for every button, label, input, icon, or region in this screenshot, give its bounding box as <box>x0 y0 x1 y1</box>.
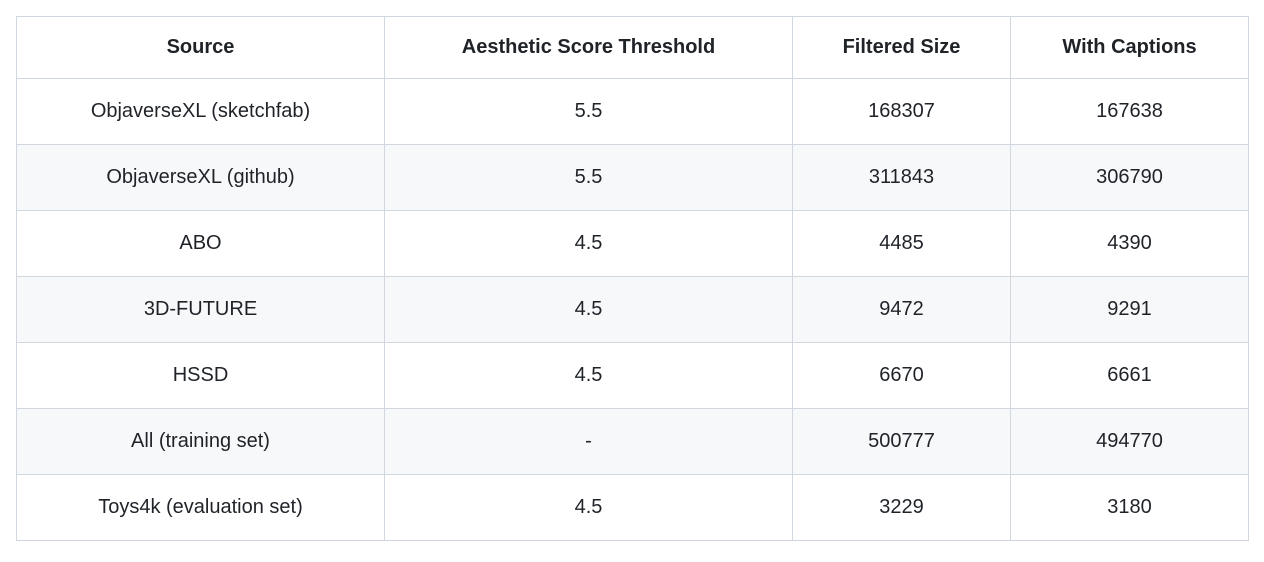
table-cell: 167638 <box>1010 78 1249 145</box>
table-row: HSSD 4.5 6670 6661 <box>16 342 1249 409</box>
table-cell: 9472 <box>792 276 1011 343</box>
table-cell: 306790 <box>1010 144 1249 211</box>
table-cell: 4390 <box>1010 210 1249 277</box>
column-header-source: Source <box>16 16 385 79</box>
table-row: ObjaverseXL (sketchfab) 5.5 168307 167638 <box>16 78 1249 145</box>
table-cell: HSSD <box>16 342 385 409</box>
table-cell: All (training set) <box>16 408 385 475</box>
table-cell: - <box>384 408 793 475</box>
table-row: ABO 4.5 4485 4390 <box>16 210 1249 277</box>
table-cell: 4485 <box>792 210 1011 277</box>
table-body: ObjaverseXL (sketchfab) 5.5 168307 167638 Ob… <box>16 78 1249 541</box>
table-cell: 494770 <box>1010 408 1249 475</box>
table-cell: ObjaverseXL (github) <box>16 144 385 211</box>
table-header: Source Aesthetic Score Threshold Filtere… <box>16 16 1249 79</box>
table-cell: 4.5 <box>384 210 793 277</box>
table-cell: Toys4k (evaluation set) <box>16 474 385 541</box>
table-cell: 5.5 <box>384 78 793 145</box>
table-row: ObjaverseXL (github) 5.5 311843 306790 <box>16 144 1249 211</box>
column-header-filtered-size: Filtered Size <box>792 16 1011 79</box>
table-cell: 3229 <box>792 474 1011 541</box>
table-cell: 4.5 <box>384 276 793 343</box>
table-cell: 5.5 <box>384 144 793 211</box>
table-row: 3D-FUTURE 4.5 9472 9291 <box>16 276 1249 343</box>
table-cell: 6661 <box>1010 342 1249 409</box>
table-cell: 4.5 <box>384 474 793 541</box>
table-row: All (training set) -500777 494770 <box>16 408 1249 475</box>
dataset-stats-table: Source Aesthetic Score Threshold Filtere… <box>16 16 1249 541</box>
column-header-aesthetic-score-threshold: Aesthetic Score Threshold <box>384 16 793 79</box>
table-cell: 311843 <box>792 144 1011 211</box>
table-cell: 500777 <box>792 408 1011 475</box>
table-cell: 3D-FUTURE <box>16 276 385 343</box>
column-header-with-captions: With Captions <box>1010 16 1249 79</box>
table-cell: 168307 <box>792 78 1011 145</box>
table-row: Toys4k (evaluation set) 4.5 3229 3180 <box>16 474 1249 541</box>
table-cell: 4.5 <box>384 342 793 409</box>
table-header-row: Source Aesthetic Score Threshold Filtere… <box>16 16 1249 79</box>
table-cell: 6670 <box>792 342 1011 409</box>
table-cell: ABO <box>16 210 385 277</box>
table-cell: 3180 <box>1010 474 1249 541</box>
table-cell: 9291 <box>1010 276 1249 343</box>
table-cell: ObjaverseXL (sketchfab) <box>16 78 385 145</box>
